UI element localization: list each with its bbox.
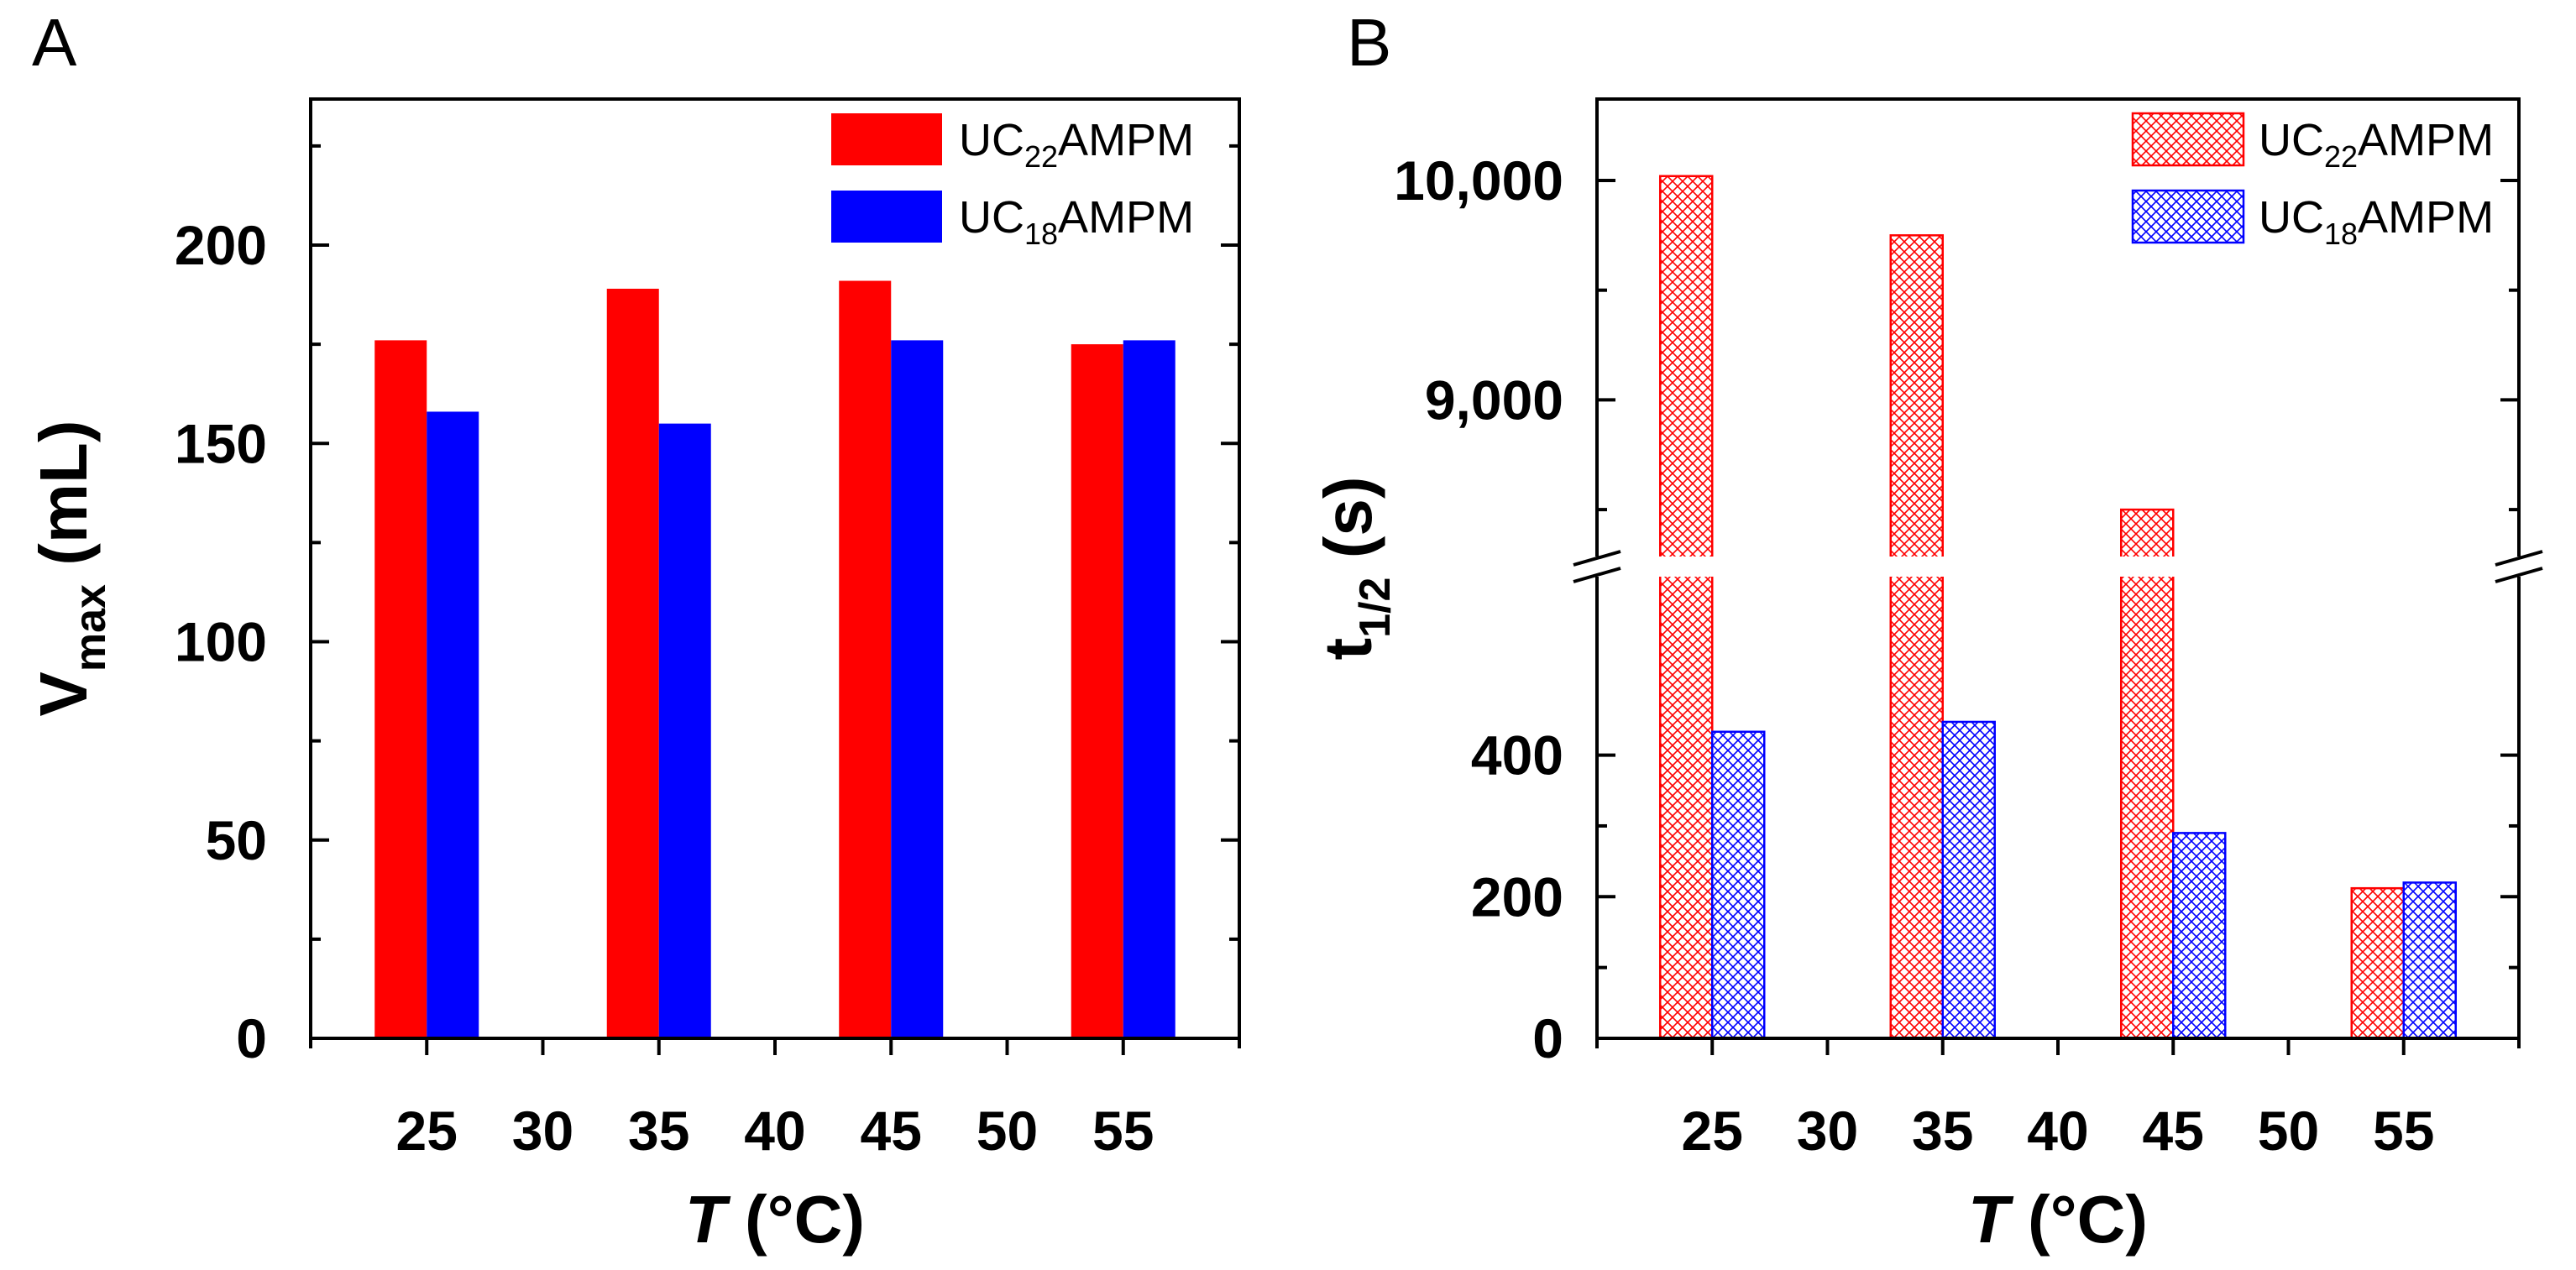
axis-break-gap	[1600, 557, 2516, 577]
x-tick-label-b-55: 55	[2373, 1100, 2434, 1162]
bar-a-uc22-25	[374, 340, 427, 1038]
bar-b-uc22-45	[2120, 508, 2175, 1040]
axis-break-mark	[2495, 550, 2543, 567]
x-tick-label-b-40: 40	[2027, 1100, 2088, 1162]
y-tick-label-b-upper: 9,000	[1425, 368, 1563, 431]
legend-label-b-uc18: UC18AMPM	[2259, 192, 2494, 251]
panel-b-axis-break	[1572, 550, 2544, 583]
y-tick-label-a-100: 100	[175, 611, 267, 673]
axis-break-mark	[1573, 567, 1621, 583]
x-tick-label-b-50: 50	[2258, 1100, 2319, 1162]
y-tick-label-b-400: 400	[1471, 724, 1563, 787]
panel-b-tick-labels: 25 30 35 40 45 50 55 0 200 400 9,000 10,000	[1394, 149, 2434, 1162]
panel-letter-b: B	[1347, 5, 1391, 80]
legend-swatch-b-uc18	[2131, 189, 2245, 244]
panel-letter-a: A	[32, 5, 77, 80]
bar-b-uc22-35	[1889, 234, 1944, 1040]
bar-a-uc18-55	[1123, 340, 1175, 1038]
x-tick-label-a-30: 30	[512, 1100, 573, 1162]
legend-label-a-uc22: UC22AMPM	[959, 115, 1194, 174]
panel-b-x-axis-title: T (°C)	[1968, 1182, 2148, 1257]
x-tick-label-a-40: 40	[744, 1100, 805, 1162]
bar-b-uc22-25	[1659, 175, 1714, 1040]
panel-b-y-axis-title: t1/2 (s)	[1311, 477, 1400, 661]
panel-a-tick-labels: 25 30 35 40 45 50 55 0 50 100 150 200	[175, 214, 1154, 1162]
bar-b-uc18-35	[1941, 720, 1996, 1040]
panel-a-y-axis-title: Vmax (mL)	[26, 421, 115, 717]
panel-b-ticks	[1595, 179, 2521, 1055]
panel-a-x-axis-title: T (°C)	[685, 1182, 865, 1257]
axis-break-mark	[1573, 550, 1621, 567]
panel-a-chart: 25 30 35 40 45 50 55 0 50 100 150 200 UC22AMPM UC18A…	[26, 97, 1241, 1257]
bar-a-uc18-25	[427, 411, 479, 1038]
y-tick-label-b-0: 0	[1532, 1007, 1563, 1069]
legend-swatch-a-uc22	[831, 113, 942, 165]
x-tick-label-b-35: 35	[1912, 1100, 1973, 1162]
bar-b-uc18-55	[2402, 881, 2457, 1040]
y-tick-label-a-150: 150	[175, 412, 267, 474]
bar-a-uc18-35	[658, 423, 711, 1038]
y-tick-label-b-200: 200	[1471, 865, 1563, 928]
bar-b-uc18-25	[1711, 730, 1766, 1040]
legend-swatch-a-uc18	[831, 191, 942, 243]
x-tick-label-a-45: 45	[861, 1100, 922, 1162]
bar-a-uc22-45	[839, 280, 892, 1038]
bar-a-uc22-35	[606, 288, 659, 1039]
legend-label-a-uc18: UC18AMPM	[959, 192, 1194, 251]
bar-a-uc18-45	[891, 340, 944, 1038]
y-tick-label-a-0: 0	[236, 1007, 267, 1069]
y-tick-label-a-50: 50	[206, 809, 267, 871]
panel-b-chart: 25 30 35 40 45 50 55 0 200 400 9,000 10,000 UC22AMP…	[1311, 97, 2544, 1257]
panel-a-bars	[374, 280, 1175, 1039]
panel-b-legend: UC22AMPM UC18AMPM	[2131, 112, 2494, 251]
panel-a-legend: UC22AMPM UC18AMPM	[831, 113, 1194, 251]
y-tick-label-b-upper: 10,000	[1394, 149, 1563, 212]
bar-b-uc18-45	[2172, 832, 2227, 1040]
bar-a-uc22-55	[1071, 344, 1123, 1038]
x-tick-label-a-50: 50	[976, 1100, 1038, 1162]
x-tick-label-a-55: 55	[1092, 1100, 1154, 1162]
legend-swatch-b-uc22	[2131, 112, 2245, 167]
y-tick-label-a-200: 200	[175, 214, 267, 276]
bar-b-uc22-55	[2350, 886, 2405, 1040]
panel-b-bars	[1600, 175, 2516, 1040]
x-tick-label-a-25: 25	[396, 1100, 458, 1162]
axis-break-mark	[2495, 567, 2543, 583]
x-tick-label-a-35: 35	[628, 1100, 689, 1162]
panel-a-ticks	[309, 144, 1241, 1055]
x-tick-label-b-45: 45	[2143, 1100, 2204, 1162]
x-tick-label-b-25: 25	[1682, 1100, 1743, 1162]
legend-label-b-uc22: UC22AMPM	[2259, 115, 2494, 174]
x-tick-label-b-30: 30	[1797, 1100, 1858, 1162]
